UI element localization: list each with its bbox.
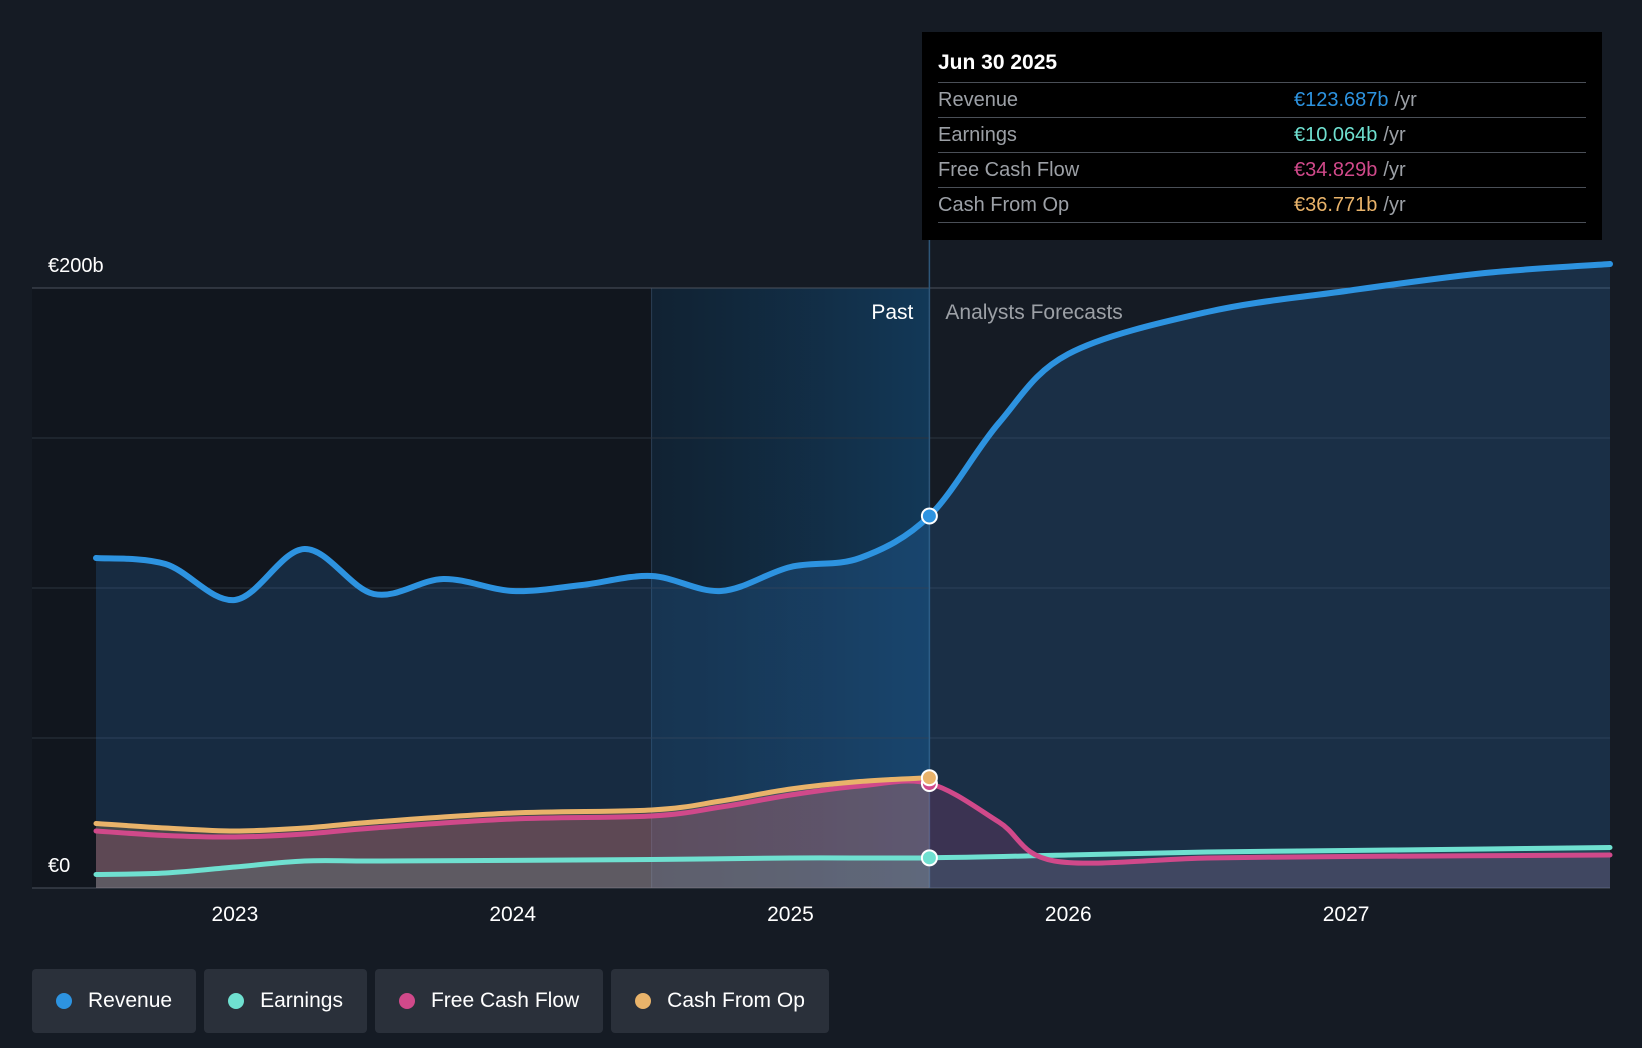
marker-earnings [920,849,938,867]
legend-dot-icon [228,993,245,1009]
line-cash-from-op [93,775,932,834]
legend-dot-icon [56,993,72,1009]
tooltip-row-value: €34.829b [1294,159,1378,181]
legend: Revenue Earnings Free Cash Flow Cash From O… [32,969,829,1033]
x-tick-label: 2023 [212,903,259,926]
tooltip-row-value: €36.771b [1294,194,1378,216]
x-tick-label: 2026 [1045,903,1092,926]
tooltip-date: Jun 30 2025 [938,48,1586,83]
legend-dot-icon [398,993,415,1009]
y-label-max: €200b [48,255,104,277]
tooltip-row: Free Cash Flow €34.829b/yr [938,153,1586,188]
chart: €200b €0 Past Analysts Forecasts 2023 2024 202… [32,240,1613,926]
legend-label: Revenue [88,989,173,1012]
tooltip-row-label: Free Cash Flow [938,159,1080,181]
legend-item-free-cash-flow[interactable]: Free Cash Flow [374,969,604,1033]
tooltip-row: Earnings €10.064b/yr [938,118,1586,153]
tooltip-row-label: Earnings [938,124,1017,146]
legend-label: Free Cash Flow [430,989,580,1012]
x-tick-label: 2027 [1323,903,1370,926]
legend-label: Cash From Op [667,989,805,1012]
tooltip-row-unit: /yr [1383,159,1406,181]
legend-item-cash-from-op[interactable]: Cash From Op [611,969,829,1033]
y-label-min: €0 [48,855,70,877]
tooltip-row-value: €123.687b [1294,89,1389,111]
tooltip-row: Cash From Op €36.771b/yr [938,188,1586,223]
marker-revenue [920,507,938,525]
tooltip-row-value: €10.064b [1294,124,1378,146]
line-revenue [93,261,1613,604]
line-earnings [93,845,1613,877]
area-revenue [96,264,1610,888]
tooltip-row-unit: /yr [1383,124,1406,146]
tooltip: Jun 30 2025 Revenue €123.687b/yr Earnings €… [922,32,1602,240]
line-free-cash-flow [93,778,1613,866]
marker-cash-from-op [920,769,938,787]
legend-dot-icon [635,993,652,1009]
forecast-label: Analysts Forecasts [945,301,1122,324]
tooltip-row-unit: /yr [1383,194,1406,216]
legend-label: Earnings [260,989,343,1012]
tooltip-row: Revenue €123.687b/yr [938,83,1586,118]
past-label: Past [871,301,913,324]
legend-item-earnings[interactable]: Earnings [204,969,367,1033]
legend-item-revenue[interactable]: Revenue [32,969,197,1033]
tooltip-row-label: Revenue [938,89,1019,111]
tooltip-row-label: Cash From Op [938,194,1070,216]
tooltip-row-unit: /yr [1394,89,1417,111]
x-tick-label: 2025 [767,903,814,926]
x-tick-label: 2024 [489,903,536,926]
